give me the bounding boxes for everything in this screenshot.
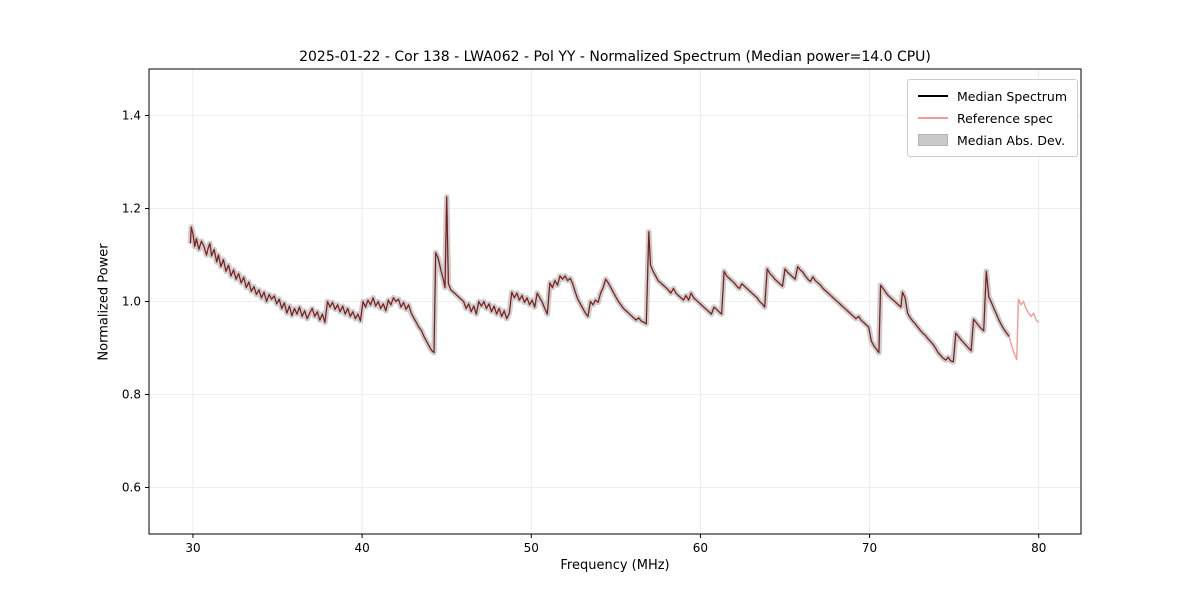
legend-item: Median Abs. Dev.	[917, 131, 1067, 149]
legend-label: Median Abs. Dev.	[956, 132, 1066, 148]
svg-text:1.4: 1.4	[122, 109, 141, 123]
chart-title: 2025-01-22 - Cor 138 - LWA062 - Pol YY -…	[299, 49, 931, 65]
y-axis-label: Normalized Power	[96, 243, 112, 361]
legend-item: Median Spectrum	[917, 87, 1067, 105]
legend: Median Spectrum Reference spec Median Abs.…	[906, 79, 1078, 157]
svg-text:50: 50	[524, 541, 539, 555]
svg-text:0.6: 0.6	[122, 481, 141, 495]
legend-item: Reference spec	[917, 109, 1067, 127]
svg-text:1.0: 1.0	[122, 295, 141, 309]
x-axis-label: Frequency (MHz)	[560, 558, 670, 573]
svg-text:0.8: 0.8	[122, 388, 141, 402]
legend-band-swatch	[917, 134, 948, 146]
legend-label: Median Spectrum	[956, 88, 1067, 104]
svg-text:40: 40	[354, 541, 369, 555]
svg-text:60: 60	[693, 541, 708, 555]
svg-text:30: 30	[185, 541, 200, 555]
svg-text:70: 70	[862, 541, 877, 555]
legend-line-swatch	[917, 95, 948, 97]
svg-text:1.2: 1.2	[122, 202, 141, 216]
legend-line-swatch	[917, 117, 948, 119]
legend-label: Reference spec	[956, 110, 1053, 126]
svg-text:80: 80	[1031, 541, 1046, 555]
